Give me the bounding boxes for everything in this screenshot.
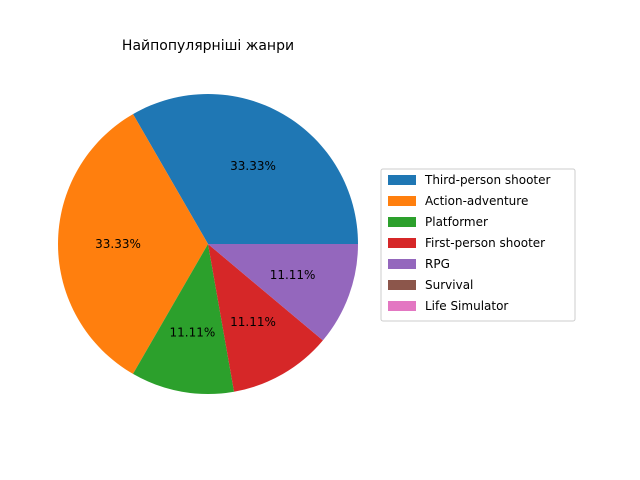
legend-swatch-platformer — [388, 217, 416, 227]
legend-label-rpg: RPG — [425, 257, 450, 271]
legend-label-third-person-shooter: Third-person shooter — [424, 173, 551, 187]
pie-slice-platformer — [133, 244, 235, 394]
percent-label-rpg: 11.11% — [270, 268, 316, 282]
pie-slice-rpg — [208, 244, 358, 341]
legend-swatch-rpg — [388, 259, 416, 269]
legend-label-first-person-shooter: First-person shooter — [425, 236, 545, 250]
legend-swatch-life-simulator — [388, 301, 416, 311]
percent-label-third-person-shooter: 33.33% — [230, 159, 276, 173]
legend-frame — [380, 168, 576, 322]
legend: Third-person shooter Action-adventure Plat… — [380, 168, 576, 322]
pie-slice-first-person-shooter — [208, 244, 323, 392]
percent-label-first-person-shooter: 11.11% — [230, 315, 276, 329]
legend-swatch-third-person-shooter — [388, 175, 416, 185]
legend-swatch-first-person-shooter — [388, 238, 416, 248]
pie-slice-third-person-shooter — [133, 93, 358, 244]
legend-label-survival: Survival — [425, 278, 473, 292]
legend-label-platformer: Platformer — [425, 215, 488, 229]
percent-label-action-adventure: 33.33% — [95, 237, 141, 251]
legend-label-life-simulator: Life Simulator — [425, 299, 508, 313]
legend-swatch-action-adventure — [388, 196, 416, 206]
pie-slices — [58, 93, 358, 394]
percent-labels: 33.33% 33.33% 11.11% 11.11% 11.11% — [95, 159, 315, 340]
legend-swatch-survival — [388, 280, 416, 290]
legend-label-action-adventure: Action-adventure — [425, 194, 528, 208]
percent-label-platformer: 11.11% — [169, 326, 215, 340]
chart-title: Найпопулярніші жанри — [122, 38, 294, 54]
